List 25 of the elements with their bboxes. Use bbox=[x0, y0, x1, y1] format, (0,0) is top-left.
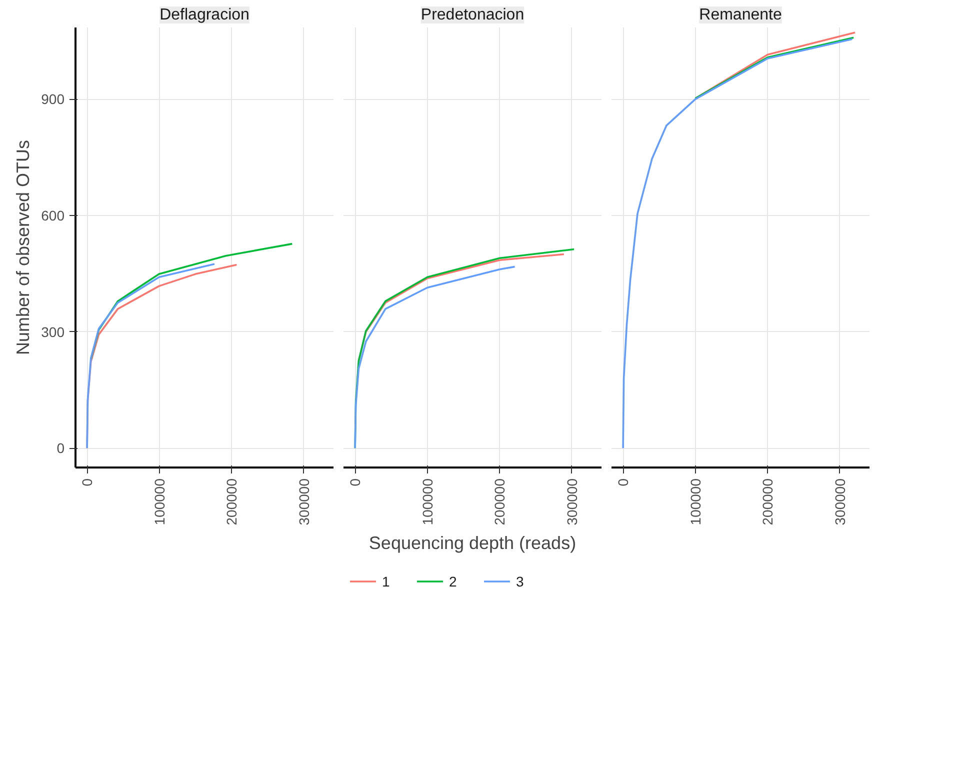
x-tick-label: 100000 bbox=[419, 478, 436, 526]
x-tick-label: 0 bbox=[615, 478, 632, 486]
x-tick-label: 0 bbox=[347, 478, 364, 486]
x-axis-title: Sequencing depth (reads) bbox=[368, 533, 576, 554]
chart-title: Deflagracion bbox=[160, 6, 250, 24]
x-tick-label: 300000 bbox=[832, 478, 848, 526]
x-tick-label: 0 bbox=[79, 478, 96, 486]
y-tick-label: 300 bbox=[41, 324, 65, 340]
y-tick-label: 600 bbox=[41, 208, 65, 224]
legend-label: 3 bbox=[516, 574, 524, 590]
legend-label: 1 bbox=[382, 574, 390, 590]
x-tick-label: 200000 bbox=[224, 478, 240, 526]
line-series bbox=[90, 242, 294, 360]
x-tick-label: 100000 bbox=[151, 478, 168, 526]
x-tick-label: 300000 bbox=[564, 478, 580, 526]
x-tick-label: 200000 bbox=[492, 478, 508, 526]
y-tick-label: 900 bbox=[41, 91, 65, 108]
y-axis-title: Number of observed OTUs bbox=[13, 140, 34, 356]
chart-title: Predetonacion bbox=[420, 6, 524, 24]
x-tick-label: 100000 bbox=[687, 478, 704, 526]
legend-label: 2 bbox=[449, 574, 457, 590]
x-tick-label: 300000 bbox=[296, 478, 312, 526]
chart-title: Remanente bbox=[699, 6, 782, 24]
y-tick-label: 0 bbox=[56, 440, 65, 456]
x-tick-label: 200000 bbox=[760, 478, 776, 526]
